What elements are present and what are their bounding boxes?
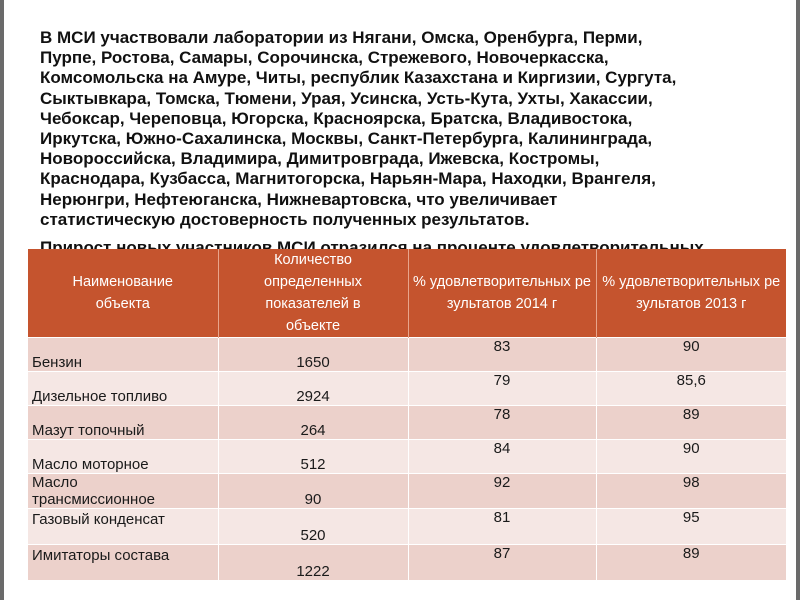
cell-pct-2014: 79 xyxy=(408,371,597,406)
cell-pct-2013: 89 xyxy=(596,544,786,580)
paragraph-line: Чебоксар, Череповца, Югорска, Красноярск… xyxy=(40,108,633,128)
cell-pct-2013: 85,6 xyxy=(596,371,786,406)
cell-count: 90 xyxy=(218,473,409,509)
cell-pct-2014: 92 xyxy=(408,473,597,509)
cell-name: Имитаторы состава xyxy=(28,544,219,580)
cell-name: Мазут топочный xyxy=(28,405,219,440)
paragraph-line: Новороссийска, Владимира, Димитровграда,… xyxy=(40,149,600,169)
cell-pct-2013: 95 xyxy=(596,508,786,545)
slide: В МСИ участвовали лаборатории из Нягани,… xyxy=(4,0,796,600)
table-row: Газовый конденсат 520 81 95 xyxy=(28,508,786,545)
table-row: Масло трансмиссионное 90 92 98 xyxy=(28,473,786,509)
paragraph-line: Иркутска, Южно-Сахалинска, Москвы, Санкт… xyxy=(40,129,653,149)
cell-count: 512 xyxy=(218,439,409,474)
paragraph-line: статистическую достоверность полученных … xyxy=(40,209,530,229)
cell-name: Газовый конденсат xyxy=(28,508,219,545)
cell-name: Масло моторное xyxy=(28,439,219,474)
table-row: Масло моторное 512 84 90 xyxy=(28,439,786,474)
table-header-row: Наименование объекта Количество определе… xyxy=(28,249,786,338)
cell-pct-2013: 89 xyxy=(596,405,786,440)
cell-count: 1222 xyxy=(218,544,409,580)
table-row: Мазут топочный 264 78 89 xyxy=(28,405,786,440)
hidden-overflow-line: Прирост новых участников МСИ отразился н… xyxy=(40,238,704,252)
table-row: Дизельное топливо 2924 79 85,6 xyxy=(28,371,786,406)
cell-pct-2014: 87 xyxy=(408,544,597,580)
header-pct-2014: % удовлетворительных результатов 2014 г xyxy=(408,249,597,338)
cell-name: Масло трансмиссионное xyxy=(28,473,219,509)
cell-pct-2014: 84 xyxy=(408,439,597,474)
cell-pct-2013: 90 xyxy=(596,439,786,474)
paragraph-line: Краснодара, Кузбасса, Магнитогорска, Нар… xyxy=(40,169,656,189)
cell-pct-2013: 90 xyxy=(596,337,786,372)
cell-name: Бензин xyxy=(28,337,219,372)
paragraph-line: Сыктывкара, Томска, Тюмени, Урая, Усинск… xyxy=(40,88,653,108)
cell-name: Дизельное топливо xyxy=(28,371,219,406)
cell-pct-2014: 83 xyxy=(408,337,597,372)
paragraph-line: Пурпе, Ростова, Самары, Сорочинска, Стре… xyxy=(40,48,609,68)
results-table: Наименование объекта Количество определе… xyxy=(28,249,786,580)
intro-paragraph: В МСИ участвовали лаборатории из Нягани,… xyxy=(40,28,785,230)
paragraph-line: В МСИ участвовали лаборатории из Нягани,… xyxy=(40,28,643,47)
cell-count: 520 xyxy=(218,508,409,545)
cell-count: 1650 xyxy=(218,337,409,372)
cell-pct-2014: 81 xyxy=(408,508,597,545)
paragraph-line: Комсомольска на Амуре, Читы, республик К… xyxy=(40,68,677,88)
header-count: Количество определенных показателей в об… xyxy=(218,249,409,338)
cell-count: 2924 xyxy=(218,371,409,406)
cell-pct-2014: 78 xyxy=(408,405,597,440)
table-row: Бензин 1650 83 90 xyxy=(28,337,786,372)
header-pct-2013: % удовлетворительных результатов 2013 г xyxy=(596,249,786,338)
cell-count: 264 xyxy=(218,405,409,440)
paragraph-line: Нерюнгри, Нефтеюганска, Нижневартовска, … xyxy=(40,189,558,209)
cell-pct-2013: 98 xyxy=(596,473,786,509)
header-object-name: Наименование объекта xyxy=(28,249,219,338)
table-row: Имитаторы состава 1222 87 89 xyxy=(28,544,786,580)
